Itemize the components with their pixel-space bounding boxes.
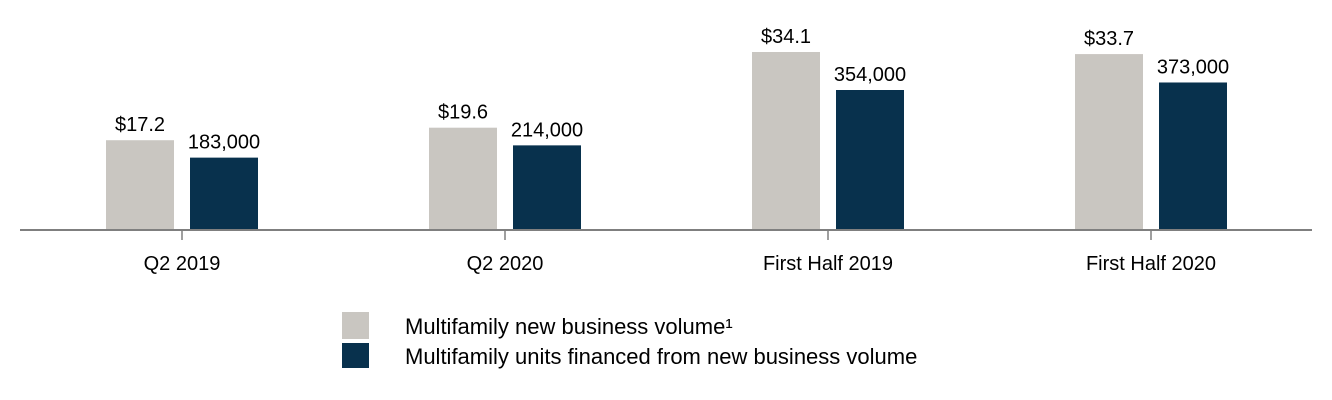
x-tick-label-0: Q2 2019 <box>144 253 221 275</box>
data-label-units-1: 214,000 <box>511 119 583 141</box>
x-tick-label-1: Q2 2020 <box>467 253 544 275</box>
data-label-units-3: 373,000 <box>1157 56 1229 78</box>
bar-volume-2 <box>752 52 820 230</box>
bar-volume-3 <box>1075 54 1143 230</box>
legend: Multifamily new business volume¹ Multifa… <box>342 312 917 369</box>
data-label-volume-2: $34.1 <box>761 26 811 48</box>
legend-swatch-volume <box>342 312 369 339</box>
legend-label-volume: Multifamily new business volume¹ <box>405 314 733 339</box>
data-label-units-2: 354,000 <box>834 64 906 86</box>
data-label-volume-3: $33.7 <box>1084 28 1134 50</box>
bar-volume-1 <box>429 127 497 230</box>
bar-volume-0 <box>106 140 174 230</box>
legend-swatch-units <box>342 343 369 368</box>
data-label-units-0: 183,000 <box>188 132 260 154</box>
bar-units-0 <box>190 157 258 230</box>
bars-group <box>106 52 1227 231</box>
bar-units-3 <box>1159 82 1227 231</box>
data-label-volume-1: $19.6 <box>438 102 488 124</box>
bar-units-1 <box>513 145 581 230</box>
x-axis-tick-labels: Q2 2019 Q2 2020 First Half 2019 First Half … <box>144 253 1216 275</box>
x-axis-ticks <box>181 230 1152 240</box>
bar-units-2 <box>836 90 904 230</box>
legend-label-units: Multifamily units financed from new busi… <box>405 344 917 369</box>
data-label-volume-0: $17.2 <box>115 114 165 136</box>
x-tick-label-2: First Half 2019 <box>763 253 893 275</box>
data-labels-group: $17.2 183,000 $19.6 214,000 $34.1 354,000 $33.… <box>115 26 1229 154</box>
x-tick-label-3: First Half 2020 <box>1086 253 1216 275</box>
